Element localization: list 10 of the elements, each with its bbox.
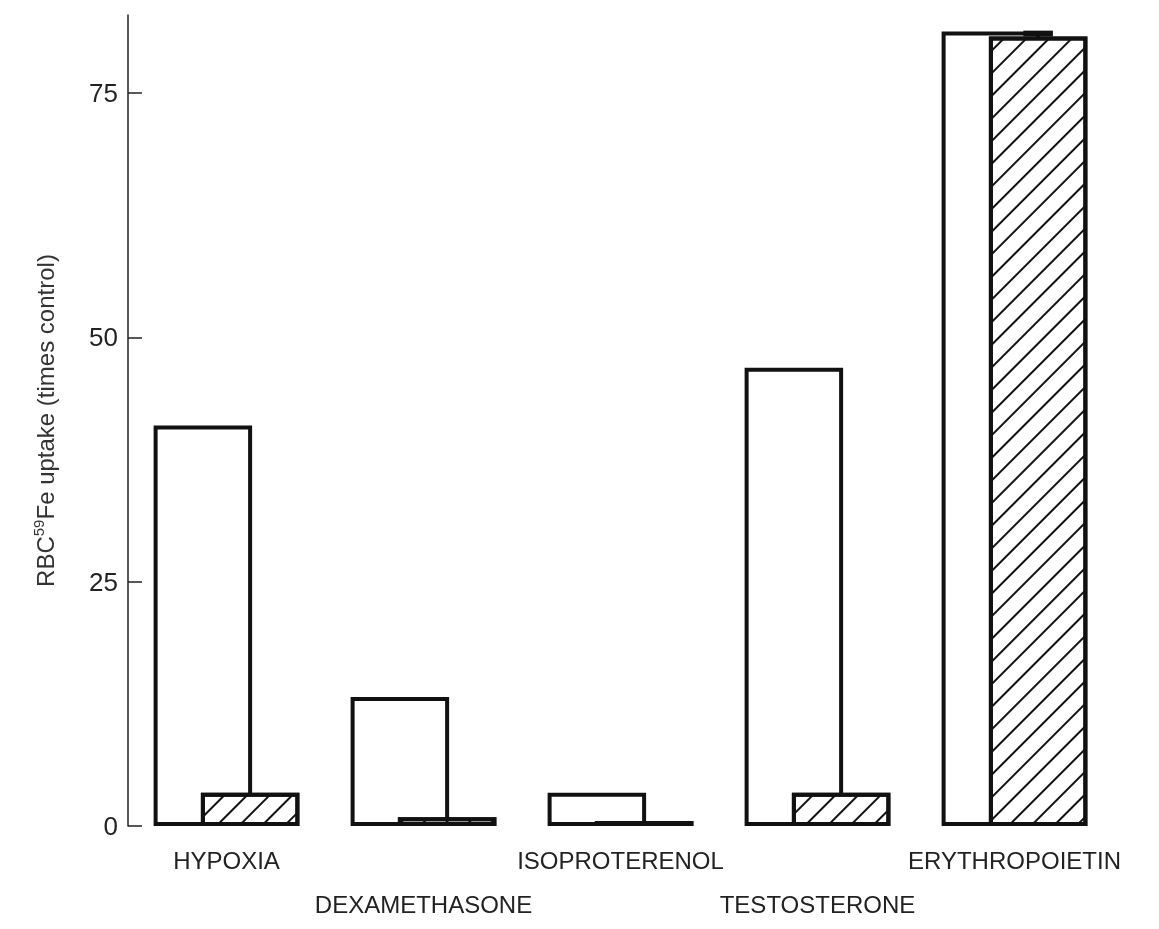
x-tick-label: HYPOXIA [173, 846, 280, 874]
x-tick-label: ISOPROTERENOL [517, 846, 724, 874]
y-axis-title: RBC59Fe uptake (times control) [30, 254, 59, 587]
x-tick-label: DEXAMETHASONE [314, 890, 533, 918]
x-tick-label: ERYTHROPOIETIN [908, 846, 1121, 874]
y-tick-label: 50 [89, 322, 118, 353]
y-tick-label: 0 [103, 811, 118, 841]
x-tick-label: TESTOSTERONE [719, 890, 916, 918]
y-tick-label: 25 [89, 566, 118, 597]
y-tick-label: 75 [89, 78, 118, 109]
